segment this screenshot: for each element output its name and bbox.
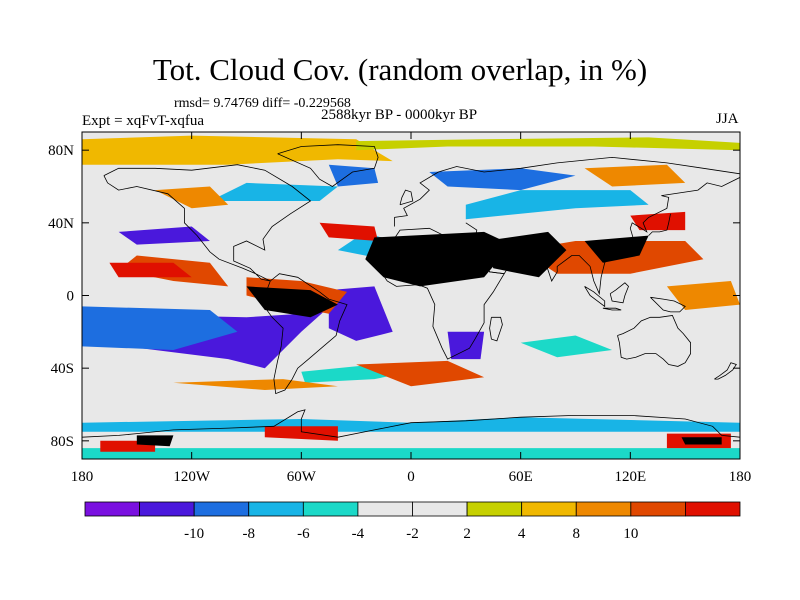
colorbar-swatch-2 bbox=[193, 501, 250, 517]
anomaly-region-24 bbox=[155, 186, 229, 209]
anomaly-region-35 bbox=[264, 426, 338, 441]
lon-tick-label-4: 60E bbox=[509, 469, 533, 485]
anomaly-region-3 bbox=[173, 201, 375, 241]
anomaly-region-1 bbox=[356, 137, 740, 151]
colorbar-label-2: -6 bbox=[297, 526, 310, 542]
anomaly-region-18 bbox=[465, 190, 649, 220]
colorbar-swatch-7 bbox=[466, 501, 523, 517]
coastline-13 bbox=[399, 189, 414, 206]
experiment-label: Expt = xqFvT-xqfua bbox=[82, 113, 205, 129]
lat-tick-label-0: 80N bbox=[48, 143, 74, 159]
latitude-axis: 80N 40N 0 40S 80S bbox=[48, 143, 740, 450]
longitude-axis: 180 120W 60W 0 60E 120E 180 bbox=[71, 132, 752, 485]
anomaly-region-39 bbox=[365, 231, 512, 287]
coastline-3 bbox=[394, 156, 740, 227]
lon-tick-label-1: 120W bbox=[173, 469, 211, 485]
anomaly-region-25 bbox=[584, 164, 686, 187]
colorbar-label-6: 4 bbox=[518, 526, 526, 542]
colorbar-swatch-5 bbox=[357, 501, 413, 517]
coastline-9 bbox=[609, 282, 629, 304]
colorbar-swatch-9 bbox=[575, 501, 632, 517]
anomaly-region-16 bbox=[82, 306, 238, 350]
anomaly-region-32 bbox=[109, 262, 192, 278]
colorbar-labels: -10 -8 -6 -4 -2 2 4 8 10 bbox=[184, 526, 638, 542]
coastline-1 bbox=[262, 273, 348, 395]
colorbar-label-8: 10 bbox=[623, 526, 638, 542]
lon-tick-label-3: 0 bbox=[407, 469, 415, 485]
coastline-5 bbox=[648, 213, 671, 236]
colorbar-label-4: -2 bbox=[406, 526, 419, 542]
lon-tick-label-0: 180 bbox=[71, 469, 94, 485]
coastline-6 bbox=[617, 315, 691, 367]
anomaly-region-9 bbox=[648, 322, 740, 354]
lon-tick-label-2: 60W bbox=[287, 469, 317, 485]
anomaly-region-8 bbox=[82, 395, 740, 409]
anomaly-region-20 bbox=[82, 417, 740, 432]
coastline-4 bbox=[465, 177, 740, 296]
colorbar-label-7: 8 bbox=[573, 526, 581, 542]
anomaly-region-13 bbox=[118, 226, 210, 245]
anomaly-region-15 bbox=[429, 168, 576, 191]
anomaly-region-17 bbox=[209, 182, 338, 201]
map-title: Tot. Cloud Cov. (random overlap, in %) bbox=[152, 52, 648, 87]
lat-tick-label-1: 40N bbox=[48, 216, 74, 232]
anomaly-region-0 bbox=[82, 135, 393, 165]
coastline-0 bbox=[103, 164, 312, 282]
anomaly-region-11 bbox=[328, 286, 393, 341]
colorbar-label-1: -8 bbox=[243, 526, 256, 542]
colorbar-swatch-6 bbox=[412, 501, 468, 517]
lat-tick-label-2: 0 bbox=[67, 289, 75, 305]
lon-tick-label-5: 120E bbox=[614, 469, 646, 485]
coastline-2 bbox=[379, 227, 505, 360]
lat-tick-label-4: 80S bbox=[51, 434, 74, 450]
coastline-14 bbox=[82, 409, 740, 438]
lon-tick-label-6: 180 bbox=[729, 469, 752, 485]
anomaly-region-26 bbox=[666, 281, 740, 310]
season-label: JJA bbox=[716, 111, 739, 127]
coastline-10 bbox=[650, 296, 686, 313]
anomaly-region-6 bbox=[82, 277, 256, 303]
coastline-7 bbox=[584, 286, 606, 308]
period-label: 2588kyr BP - 0000kyr BP bbox=[321, 107, 478, 123]
anomaly-region-12 bbox=[447, 331, 485, 360]
anomaly-region-22 bbox=[520, 335, 613, 358]
lat-tick-label-3: 40S bbox=[51, 361, 74, 377]
colorbar-swatch-10 bbox=[630, 501, 686, 517]
colorbar-label-0: -10 bbox=[184, 526, 204, 542]
anomaly-region-30 bbox=[356, 360, 485, 387]
coastline-8 bbox=[602, 307, 622, 311]
anomaly-region-43 bbox=[681, 437, 722, 445]
colorbar-label-5: 2 bbox=[463, 526, 471, 542]
colorbar-swatch-4 bbox=[302, 501, 359, 517]
coastline-15 bbox=[714, 362, 737, 380]
stats-label: rmsd= 9.74769 diff= -0.229568 bbox=[174, 96, 351, 111]
anomaly-region-38 bbox=[246, 286, 338, 318]
colorbar-swatch-11 bbox=[685, 501, 741, 517]
colorbar-swatch-1 bbox=[139, 501, 195, 517]
colorbar bbox=[84, 501, 741, 517]
colorbar-swatch-8 bbox=[521, 501, 577, 517]
anomaly-region-33 bbox=[319, 222, 379, 241]
colorbar-swatch-0 bbox=[84, 501, 140, 517]
anomaly-region-27 bbox=[173, 379, 338, 390]
colorbar-swatch-3 bbox=[248, 501, 304, 517]
coastline-12 bbox=[277, 144, 379, 187]
coastline-11 bbox=[489, 316, 503, 342]
colorbar-label-3: -4 bbox=[352, 526, 365, 542]
anomaly-region-42 bbox=[136, 435, 174, 447]
coastlines bbox=[82, 144, 740, 438]
